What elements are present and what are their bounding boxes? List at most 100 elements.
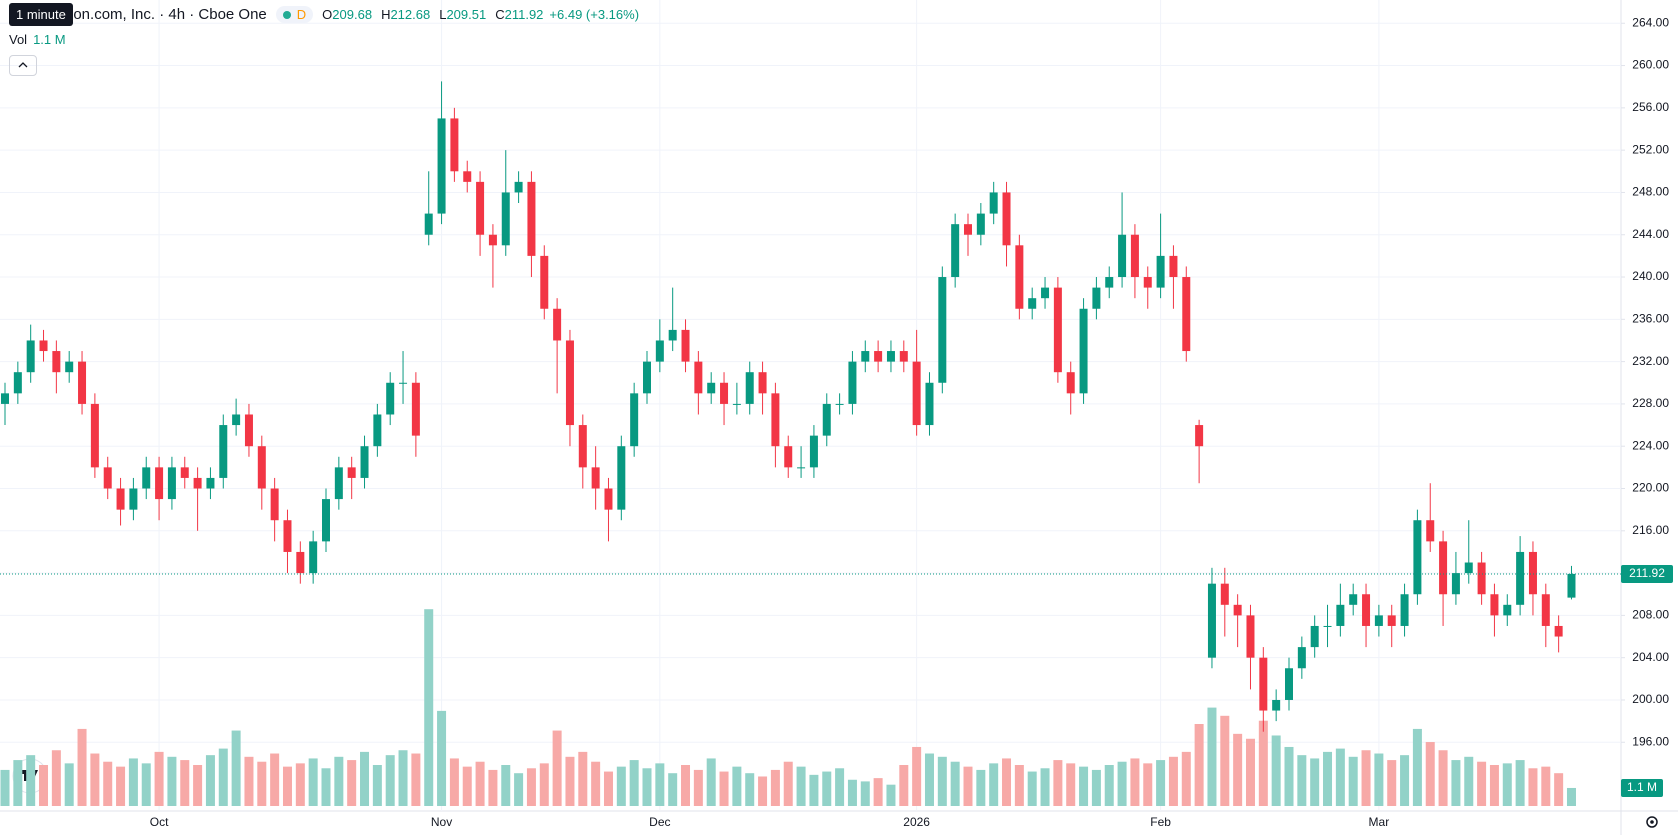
y-tick-label: 208.00 (1632, 608, 1669, 622)
candle-body (1310, 625, 1319, 648)
candle-body (1233, 604, 1242, 616)
candle-body (1400, 594, 1409, 626)
candle-body (1053, 287, 1062, 373)
volume-bar (950, 761, 960, 806)
volume-bar (1541, 766, 1551, 806)
volume-bar (1348, 756, 1358, 806)
y-tick-label: 196.00 (1632, 734, 1669, 748)
volume-bar (449, 758, 459, 806)
volume-bar (270, 753, 280, 806)
volume-bar (1181, 751, 1191, 806)
candle-body (732, 403, 741, 405)
y-tick-label: 236.00 (1632, 311, 1669, 325)
candle-body (219, 425, 228, 478)
volume-bar (1156, 760, 1166, 806)
candle-body (103, 467, 112, 489)
volume-bar (539, 763, 549, 806)
candle-body (809, 435, 818, 468)
candle-body (1002, 192, 1011, 246)
candle-body (257, 446, 266, 489)
volume-bar (1489, 765, 1499, 806)
volume-bar (0, 769, 10, 806)
candle-body (411, 382, 420, 436)
open-label: O (322, 7, 333, 22)
close-value: 211.92 (504, 7, 544, 22)
volume-bar (1297, 755, 1307, 806)
collapse-button[interactable] (9, 55, 37, 76)
candle-body (771, 393, 780, 447)
low-value: 209.51 (446, 7, 487, 22)
volume-bar (282, 766, 292, 806)
volume-bar (398, 750, 408, 806)
candle-body (1207, 583, 1216, 658)
candle-body (1220, 583, 1229, 605)
candle-body (912, 361, 921, 426)
volume-bar (193, 765, 203, 806)
volume-bar (1079, 766, 1089, 806)
candle-body (797, 467, 806, 469)
candle-body (964, 224, 972, 235)
x-tick-label: Feb (1150, 815, 1171, 829)
candle-body (1439, 541, 1448, 595)
volume-bar (591, 761, 601, 806)
candle-body (309, 541, 318, 574)
x-tick-label: Mar (1369, 815, 1390, 829)
candle-body (1323, 625, 1332, 627)
volume-bar (1412, 728, 1422, 806)
volume-bar (1335, 748, 1345, 806)
candle-body (1554, 625, 1563, 637)
volume-bar (488, 769, 498, 806)
candle-body (1451, 573, 1460, 595)
candle-body (1169, 255, 1178, 278)
candle-body (591, 467, 600, 489)
candle-body (167, 467, 176, 500)
candle-body (65, 361, 74, 373)
x-tick-label: Nov (431, 815, 452, 829)
y-tick-label: 244.00 (1632, 227, 1669, 241)
candle-body (514, 181, 523, 193)
candle-body (1528, 551, 1537, 595)
volume-bar (1284, 746, 1294, 806)
volume-bar (796, 766, 806, 806)
candle-body (1541, 594, 1550, 626)
volume-bar (1233, 733, 1243, 806)
volume-bar (770, 769, 780, 806)
volume-bar (1014, 765, 1024, 806)
y-tick-label: 232.00 (1632, 354, 1669, 368)
y-tick-label: 240.00 (1632, 269, 1669, 283)
candle-body (707, 382, 716, 394)
candle-body (296, 551, 305, 574)
volume-bar (565, 756, 575, 806)
legend-header: Amazon.com, Inc. · 4h · Cboe One D O 209.… (35, 6, 639, 23)
candle-body (232, 414, 241, 426)
candle-body (835, 403, 844, 405)
candle-body (270, 488, 279, 521)
candle-body (501, 192, 510, 246)
low-label: L (439, 7, 447, 22)
candle-body (283, 520, 292, 552)
volume-bar (167, 756, 177, 806)
volume-bar (1258, 720, 1268, 806)
candle-body (39, 340, 48, 352)
candle-body (874, 351, 883, 362)
volume-bar (180, 760, 190, 806)
market-badge[interactable]: D (275, 6, 314, 23)
volume-bar (886, 784, 896, 806)
volume-bar (1554, 773, 1564, 806)
volume-bar (1438, 750, 1448, 806)
settings-icon[interactable] (1646, 816, 1658, 828)
last-price-label: 211.92 (1629, 566, 1665, 580)
volume-bar (360, 751, 370, 806)
candle-body (142, 467, 151, 489)
candle-body (1, 393, 9, 404)
volume-bar (231, 730, 241, 806)
candle-body (1182, 277, 1191, 352)
volume-bar (1400, 755, 1410, 806)
last-volume-tag (1621, 778, 1663, 797)
candle-body (553, 308, 562, 341)
candle-body (450, 118, 459, 172)
y-tick-label: 216.00 (1632, 523, 1669, 537)
volume-bar (154, 751, 164, 806)
candle-body (1413, 520, 1422, 595)
x-tick-label: Oct (150, 815, 169, 829)
